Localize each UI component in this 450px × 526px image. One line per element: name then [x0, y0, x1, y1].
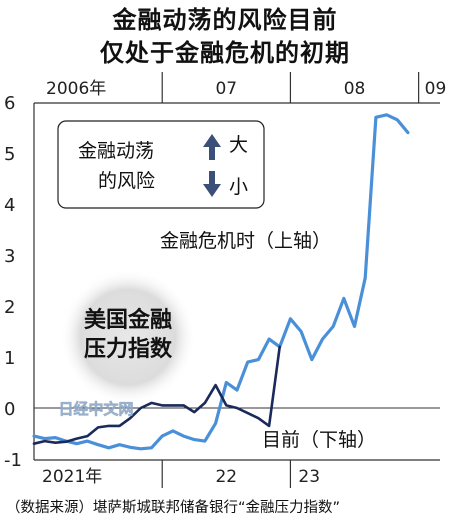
- top-axis-label: 2006年: [46, 79, 106, 99]
- y-tick-label: 5: [4, 144, 15, 165]
- y-tick-label: 3: [4, 246, 15, 267]
- y-tick-label: 4: [4, 195, 15, 216]
- index-badge: 美国金融 压力指数: [60, 269, 196, 405]
- top-axis-label: 08: [344, 79, 366, 99]
- y-tick-labels: -1 0 1 2 3 4 5 6: [4, 93, 22, 471]
- bottom-axis-label: 23: [298, 467, 320, 487]
- badge-circle: [60, 269, 196, 405]
- series-lines: [32, 113, 410, 451]
- y-tick-label: 6: [4, 93, 15, 114]
- title-line-2: 仅处于金融危机的初期: [100, 39, 350, 67]
- series-line-crisis: [32, 113, 410, 451]
- legend-up-label: 大: [229, 134, 248, 156]
- series-label-crisis: 金融危机时（上轴）: [160, 230, 331, 252]
- series-line-current: [32, 345, 282, 446]
- watermark: 日经中文网: [58, 400, 133, 418]
- legend-line-1: 金融动荡: [78, 140, 154, 162]
- y-tick-label: 2: [4, 297, 15, 318]
- bottom-axis-label: 2021年: [42, 467, 102, 487]
- chart-title: 金融动荡的风险目前 仅处于金融危机的初期: [0, 4, 450, 70]
- series-label-current: 目前（下轴）: [262, 429, 376, 451]
- badge-line-2: 压力指数: [84, 336, 173, 362]
- bottom-axis: 2021年 22 23: [42, 460, 320, 488]
- arrow-up-icon: [203, 134, 221, 160]
- y-tick-label: 0: [4, 399, 15, 420]
- bottom-axis-label: 22: [215, 467, 237, 487]
- top-axis-label: 09: [425, 79, 447, 99]
- legend-box: 金融动荡 的风险 大 小: [57, 120, 265, 209]
- source-note: （数据来源）堪萨斯城联邦储备银行“金融压力指数”: [6, 500, 341, 516]
- top-axis-label: 07: [215, 79, 237, 99]
- top-axis: 2006年 07 08 09: [46, 72, 446, 103]
- legend-down-label: 小: [229, 176, 248, 198]
- legend-line-2: 的风险: [98, 170, 155, 192]
- arrow-down-icon: [203, 171, 221, 197]
- badge-line-1: 美国金融: [84, 307, 172, 333]
- y-tick-label: -1: [4, 450, 22, 471]
- title-line-1: 金融动荡的风险目前: [112, 6, 338, 34]
- y-tick-label: 1: [4, 348, 15, 369]
